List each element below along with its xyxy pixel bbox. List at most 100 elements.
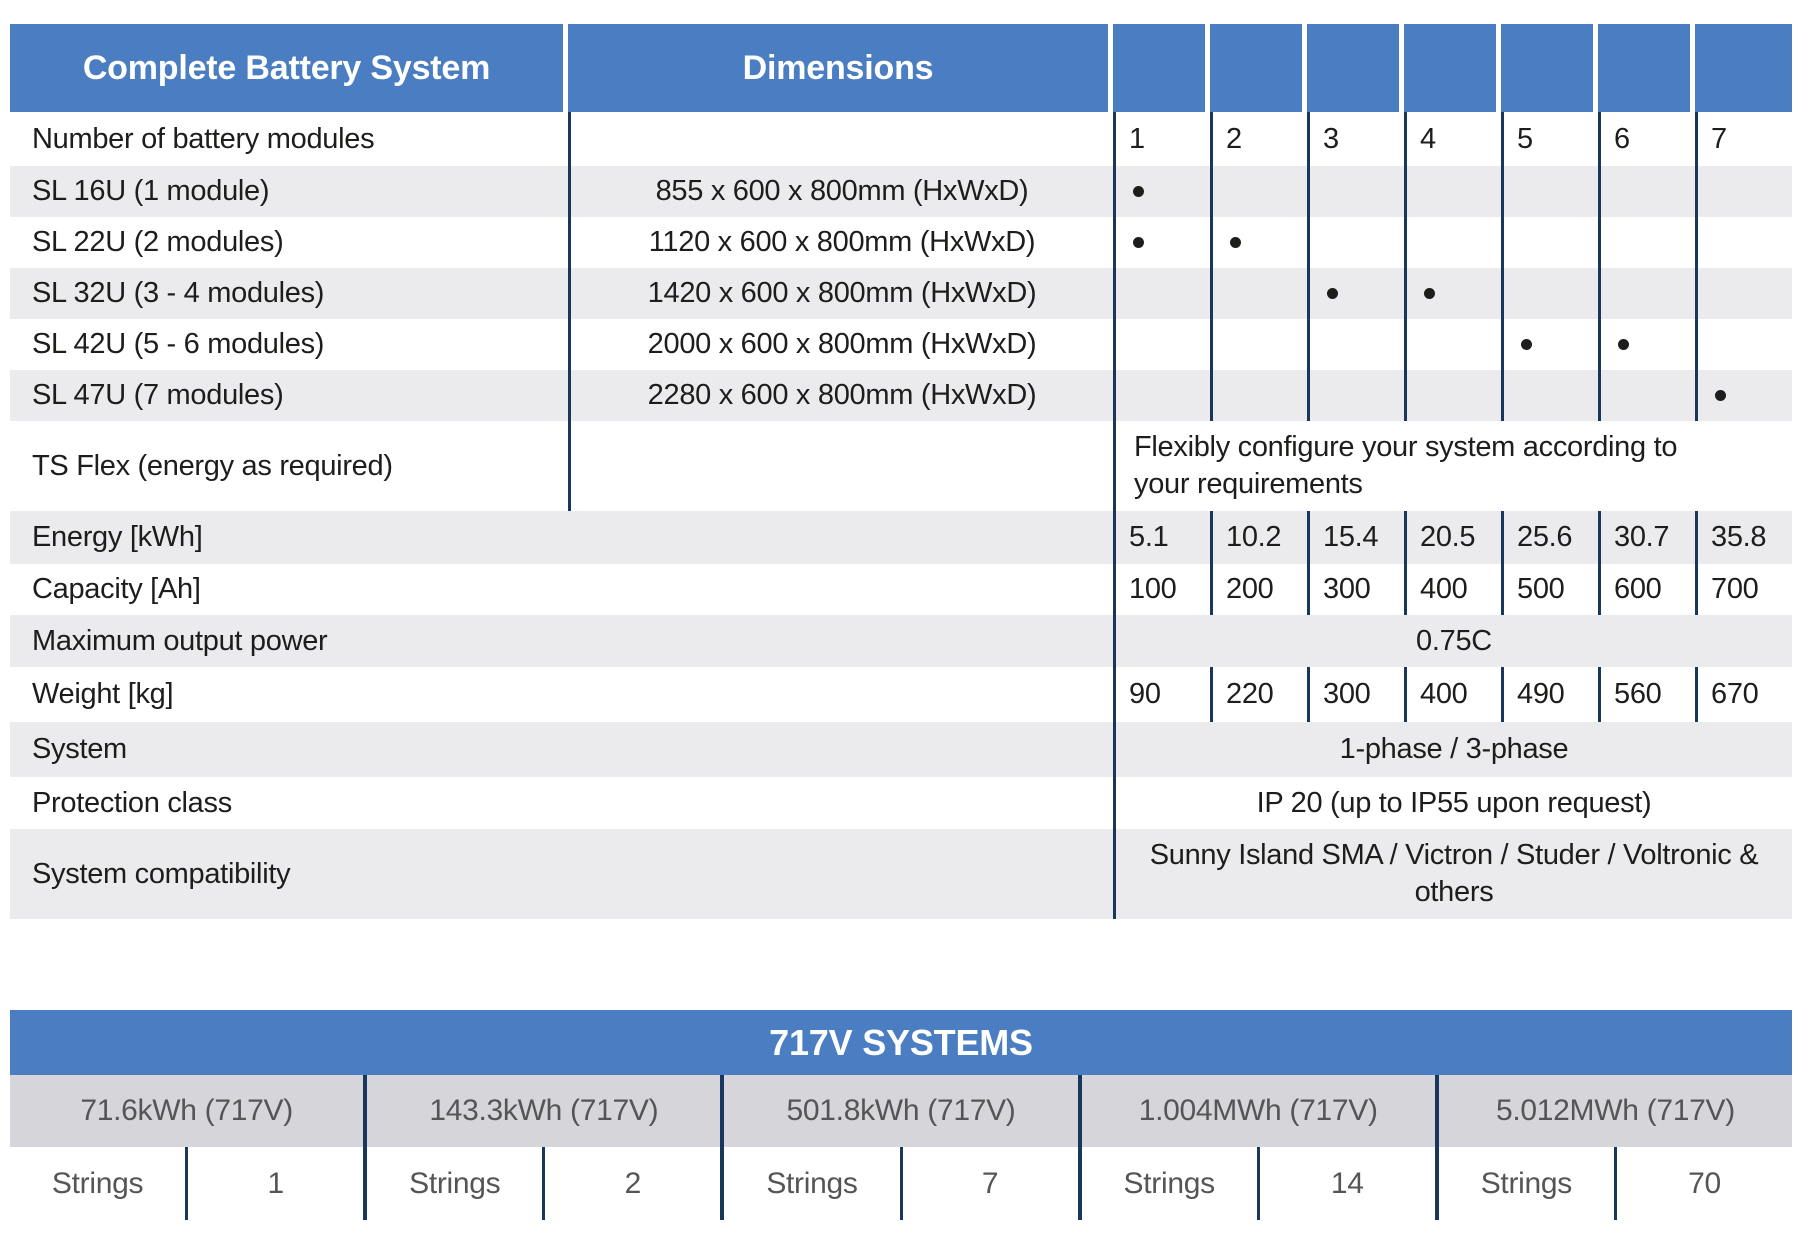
energy-value: 5.1 xyxy=(1113,511,1210,564)
strings-count: 7 xyxy=(899,1147,1078,1220)
capacity-value: 200 xyxy=(1210,564,1307,615)
header-complete-battery-system: Complete Battery System xyxy=(10,24,568,112)
availability-dot-cell xyxy=(1307,166,1404,217)
availability-dot-cell xyxy=(1113,217,1210,268)
header-dimensions: Dimensions xyxy=(568,24,1113,112)
product-dimensions: 1420 x 600 x 800mm (HxWxD) xyxy=(568,268,1113,319)
availability-dot-cell xyxy=(1501,217,1598,268)
table-row-energy: Energy [kWh] 5.1 10.2 15.4 20.5 25.6 30.… xyxy=(10,511,1792,564)
availability-dot-cell xyxy=(1210,268,1307,319)
table-row-sl47u: SL 47U (7 modules) 2280 x 600 x 800mm (H… xyxy=(10,370,1792,421)
battery-system-table: Complete Battery System Dimensions Numbe… xyxy=(10,24,1792,919)
compatibility-value: Sunny Island SMA / Victron / Studer / Vo… xyxy=(1113,829,1792,919)
product-dimensions: 2280 x 600 x 800mm (HxWxD) xyxy=(568,370,1113,421)
availability-dot-cell xyxy=(1501,319,1598,370)
availability-dot-cell xyxy=(1113,319,1210,370)
product-dimensions: 855 x 600 x 800mm (HxWxD) xyxy=(568,166,1113,217)
availability-dot-cell xyxy=(1695,166,1792,217)
availability-dot-cell xyxy=(1695,370,1792,421)
systems-717v-title: 717V SYSTEMS xyxy=(769,1021,1033,1063)
availability-dot-cell xyxy=(1210,319,1307,370)
availability-dot-cell xyxy=(1598,166,1695,217)
capacity-value: 600 xyxy=(1598,564,1695,615)
strings-label: Strings xyxy=(51,1166,144,1200)
spec-label: System compatibility xyxy=(32,857,291,890)
product-dimensions: 1120 x 600 x 800mm (HxWxD) xyxy=(568,217,1113,268)
table-row-max-output: Maximum output power 0.75C xyxy=(10,615,1792,667)
strings-label: Strings xyxy=(1123,1166,1216,1200)
availability-dot-cell xyxy=(1307,268,1404,319)
table-row-protection: Protection class IP 20 (up to IP55 upon … xyxy=(10,777,1792,829)
table-row-system: System 1-phase / 3-phase xyxy=(10,722,1792,777)
header-module-col-6 xyxy=(1598,24,1695,112)
table-row-weight: Weight [kg] 90 220 300 400 490 560 670 xyxy=(10,667,1792,722)
availability-dot-cell xyxy=(1598,217,1695,268)
availability-dot-cell xyxy=(1501,166,1598,217)
systems-capacity-row: 71.6kWh (717V) 143.3kWh (717V) 501.8kWh … xyxy=(10,1075,1792,1147)
spec-label: Maximum output power xyxy=(32,624,328,657)
availability-dot-cell xyxy=(1404,370,1501,421)
energy-value: 30.7 xyxy=(1598,511,1695,564)
energy-value: 10.2 xyxy=(1210,511,1307,564)
module-count-5: 5 xyxy=(1501,112,1598,166)
capacity-value: 400 xyxy=(1404,564,1501,615)
energy-value: 20.5 xyxy=(1404,511,1501,564)
spec-label: Protection class xyxy=(32,786,232,819)
availability-dot-cell xyxy=(1695,268,1792,319)
availability-dot-cell xyxy=(1501,268,1598,319)
table-row-sl32u: SL 32U (3 - 4 modules) 1420 x 600 x 800m… xyxy=(10,268,1792,319)
header-module-col-3 xyxy=(1307,24,1404,112)
availability-dot-cell xyxy=(1210,370,1307,421)
weight-value: 560 xyxy=(1598,667,1695,722)
weight-value: 490 xyxy=(1501,667,1598,722)
system-group: Strings 70 xyxy=(1434,1147,1792,1220)
battery-table-header-row: Complete Battery System Dimensions xyxy=(10,24,1792,112)
weight-value: 670 xyxy=(1695,667,1792,722)
capacity-value: 100 xyxy=(1113,564,1210,615)
strings-count: 1 xyxy=(185,1147,363,1220)
header-module-col-7 xyxy=(1695,24,1792,112)
empty-dimensions-cell xyxy=(568,112,1113,166)
availability-dot-cell xyxy=(1501,370,1598,421)
energy-value: 15.4 xyxy=(1307,511,1404,564)
system-capacity: 501.8kWh (717V) xyxy=(720,1075,1077,1147)
strings-count: 14 xyxy=(1256,1147,1435,1220)
product-name: SL 22U (2 modules) xyxy=(32,226,284,258)
system-capacity: 5.012MWh (717V) xyxy=(1434,1075,1792,1147)
availability-dot-cell xyxy=(1113,166,1210,217)
row-label: Number of battery modules xyxy=(32,122,375,155)
spec-label: Weight [kg] xyxy=(32,678,174,710)
module-count-2: 2 xyxy=(1210,112,1307,166)
max-output-value: 0.75C xyxy=(1113,615,1792,667)
availability-dot-cell xyxy=(1307,370,1404,421)
weight-value: 300 xyxy=(1307,667,1404,722)
capacity-value: 500 xyxy=(1501,564,1598,615)
availability-dot-cell xyxy=(1307,319,1404,370)
system-value: 1-phase / 3-phase xyxy=(1113,722,1792,777)
module-count-1: 1 xyxy=(1113,112,1210,166)
product-name: TS Flex (energy as required) xyxy=(32,449,393,482)
header-module-col-5 xyxy=(1501,24,1598,112)
strings-count: 70 xyxy=(1613,1147,1792,1220)
system-capacity: 143.3kWh (717V) xyxy=(363,1075,720,1147)
product-name: SL 47U (7 modules) xyxy=(32,379,284,411)
availability-dot-cell xyxy=(1598,370,1695,421)
protection-value: IP 20 (up to IP55 upon request) xyxy=(1113,777,1792,829)
systems-strings-row: Strings 1 Strings 2 Strings 7 Strings 14… xyxy=(10,1147,1792,1220)
empty-dimensions-cell xyxy=(568,421,1113,511)
availability-dot-cell xyxy=(1113,268,1210,319)
strings-label: Strings xyxy=(1480,1166,1573,1200)
weight-value: 220 xyxy=(1210,667,1307,722)
capacity-value: 700 xyxy=(1695,564,1792,615)
strings-label: Strings xyxy=(409,1166,501,1200)
systems-717v-header: 717V SYSTEMS xyxy=(10,1010,1792,1075)
table-row-compatibility: System compatibility Sunny Island SMA / … xyxy=(10,829,1792,919)
header-product-label: Complete Battery System xyxy=(82,48,491,87)
availability-dot-cell xyxy=(1598,319,1695,370)
availability-dot-cell xyxy=(1404,217,1501,268)
system-group: Strings 1 xyxy=(10,1147,363,1220)
availability-dot-cell xyxy=(1598,268,1695,319)
availability-dot-cell xyxy=(1404,166,1501,217)
product-name: SL 42U (5 - 6 modules) xyxy=(32,328,325,360)
ts-flex-note: Flexibly configure your system according… xyxy=(1113,421,1792,511)
